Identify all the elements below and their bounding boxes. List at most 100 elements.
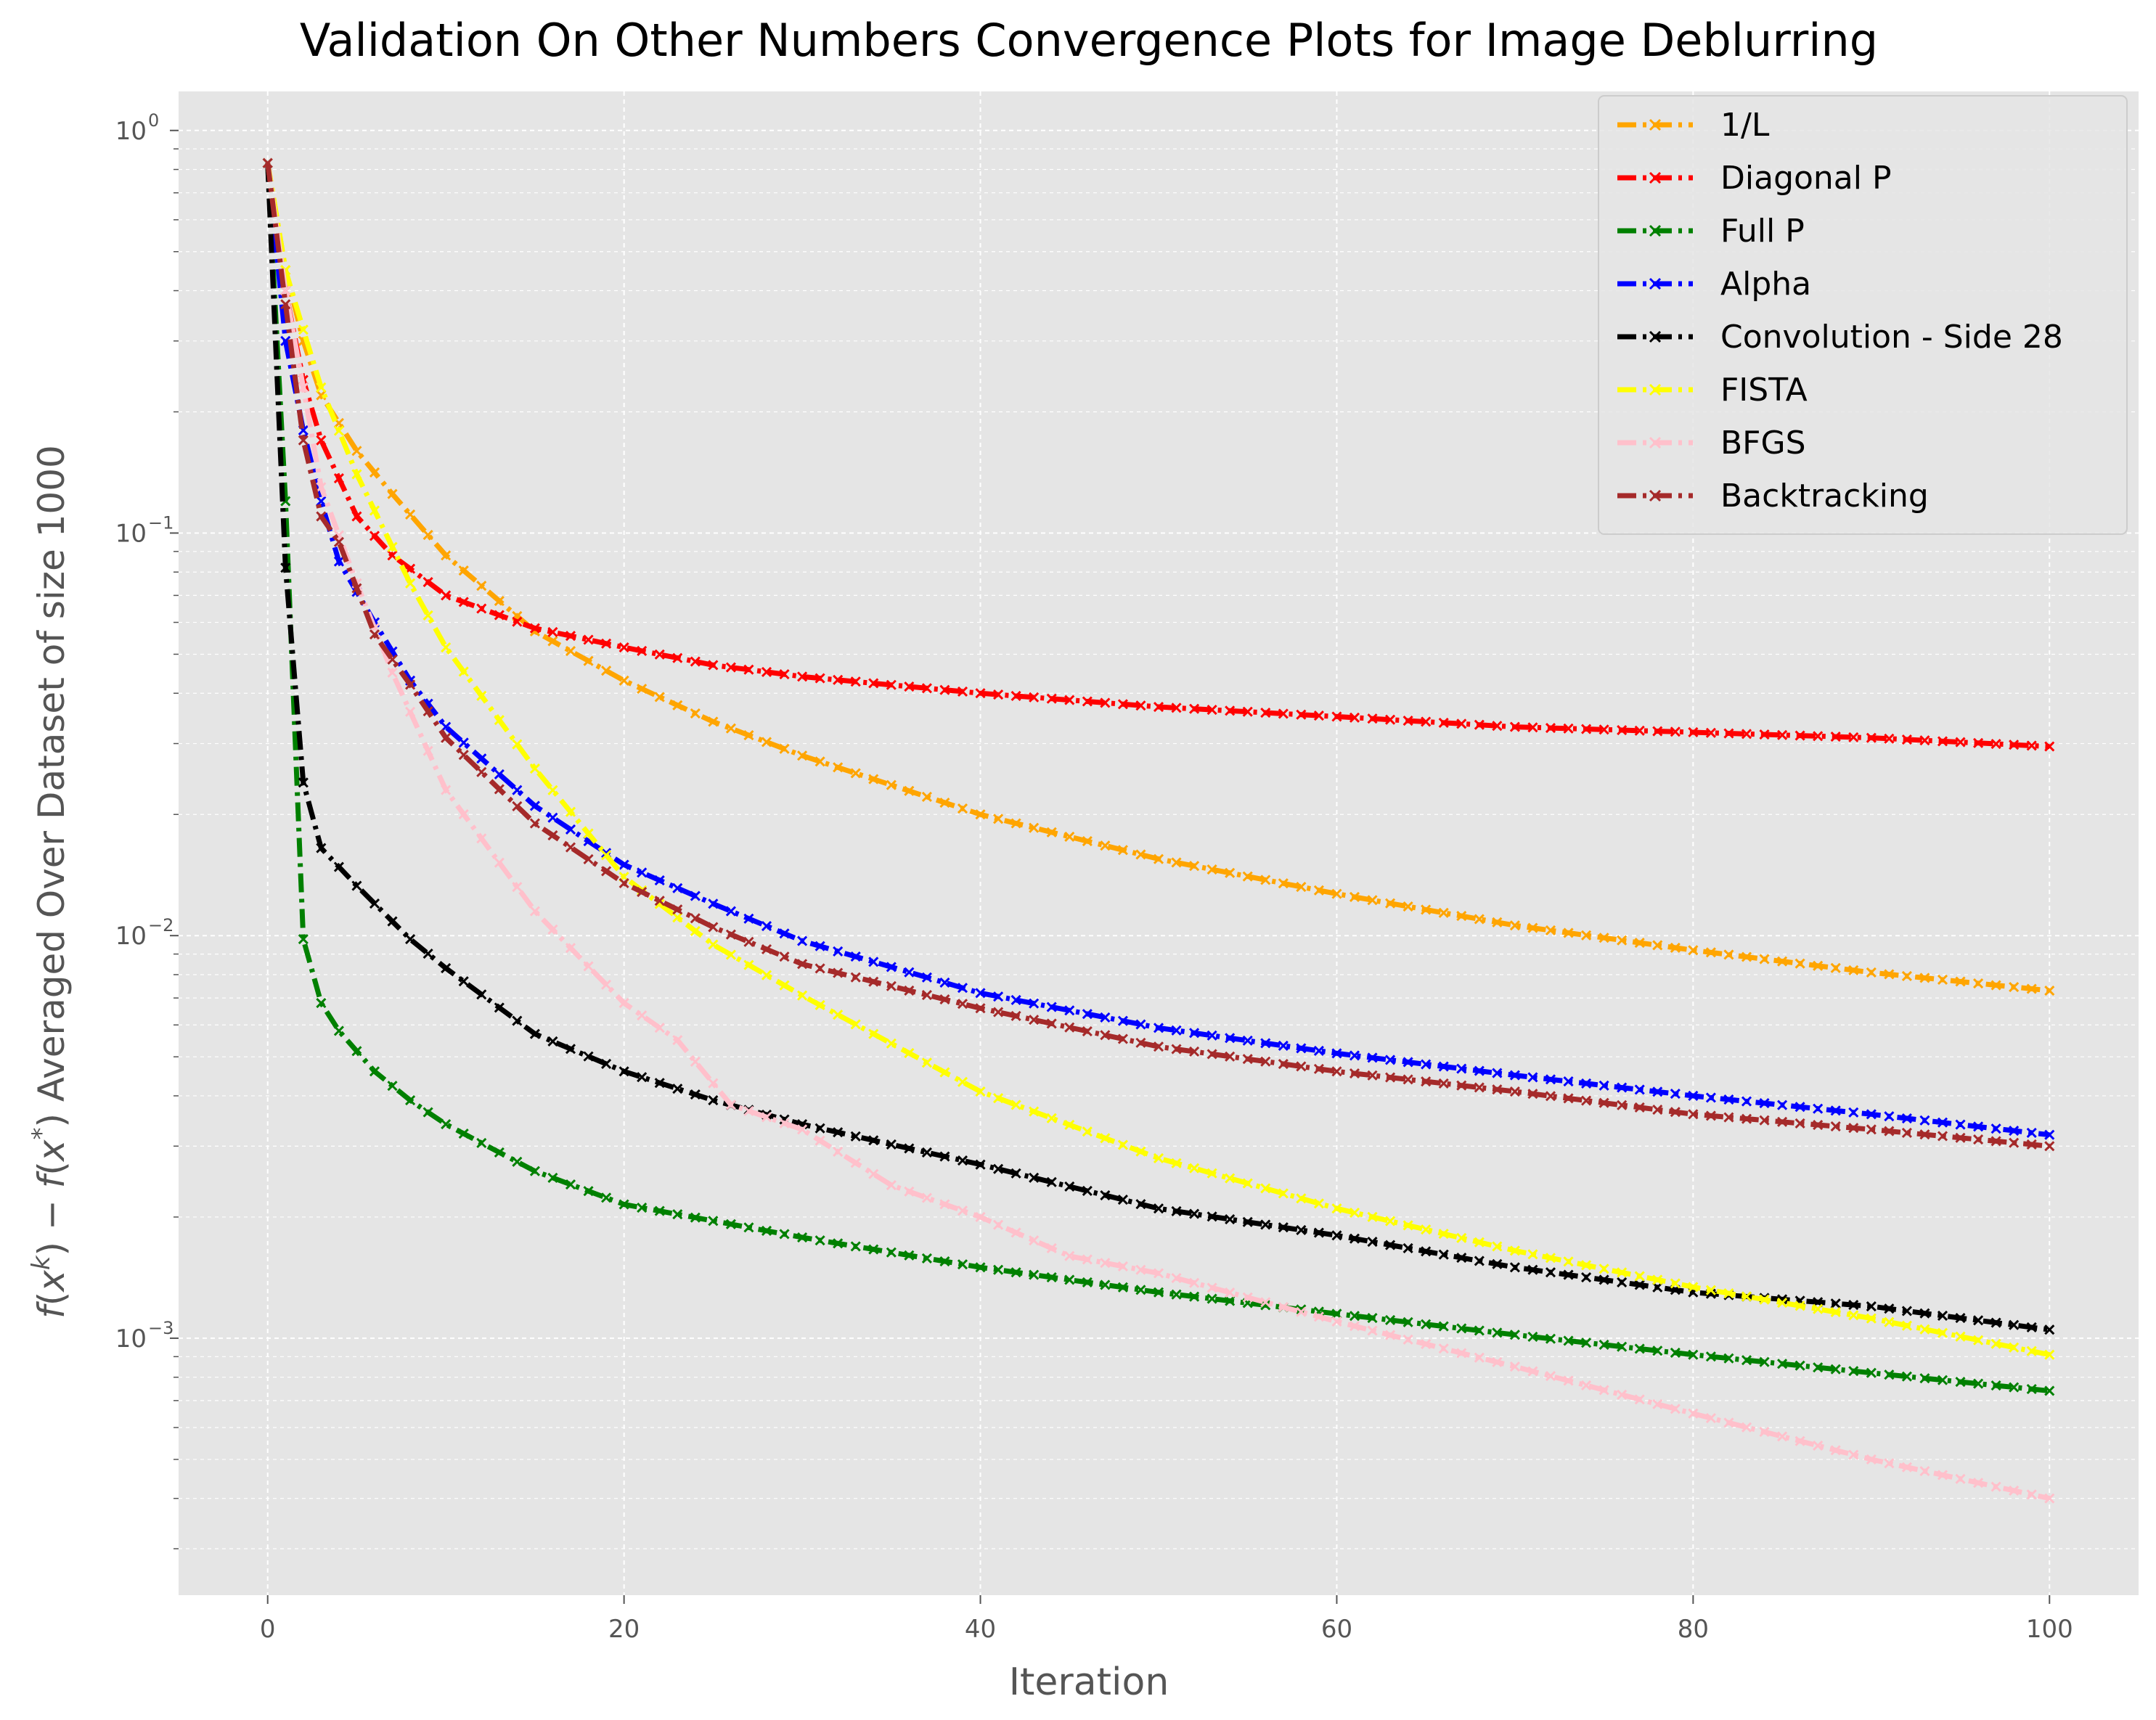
data-point-marker — [458, 737, 469, 748]
data-point-marker — [387, 1081, 398, 1092]
data-point-marker — [690, 890, 701, 901]
data-point-marker — [333, 861, 344, 872]
data-point-marker — [1402, 1057, 1413, 1068]
data-point-marker — [1563, 1093, 1574, 1104]
data-point-marker — [921, 1057, 932, 1068]
data-point-marker — [1492, 1084, 1503, 1095]
series-line — [265, 163, 2050, 1358]
data-point-marker — [298, 777, 309, 788]
data-point-marker — [1367, 1211, 1378, 1222]
data-point-marker — [850, 1158, 861, 1168]
data-point-marker — [458, 565, 469, 576]
data-point-marker — [975, 1262, 986, 1273]
data-point-marker — [441, 1119, 452, 1130]
data-point-marker — [1723, 949, 1734, 960]
data-point-marker — [833, 1127, 844, 1138]
data-point-marker — [708, 898, 719, 909]
data-point-marker — [1117, 1261, 1128, 1271]
data-point-marker — [565, 646, 576, 657]
data-point-marker — [1509, 1070, 1520, 1081]
data-point-marker — [1884, 1111, 1895, 1122]
x-tick-label: 100 — [2026, 1615, 2073, 1644]
data-point-marker — [1652, 940, 1663, 951]
data-point-marker — [1349, 712, 1360, 723]
data-point-marker — [1385, 1072, 1396, 1083]
data-point-marker — [1705, 1351, 1716, 1362]
data-point-marker — [1206, 1030, 1217, 1041]
data-point-marker — [1670, 1278, 1681, 1289]
data-point-marker — [1313, 1227, 1324, 1238]
data-point-marker — [672, 1084, 683, 1094]
data-point-marker — [814, 941, 825, 951]
data-point-marker — [1313, 1063, 1324, 1074]
data-point-marker — [1884, 733, 1895, 744]
data-point-marker — [1117, 1282, 1128, 1293]
data-point-marker — [1438, 717, 1449, 728]
data-point-marker — [904, 1048, 915, 1059]
data-point-marker — [298, 435, 309, 446]
data-point-marker — [779, 928, 790, 939]
data-point-marker — [725, 949, 736, 960]
data-point-marker — [833, 674, 844, 685]
data-point-marker — [690, 925, 701, 936]
data-point-marker — [1438, 907, 1449, 918]
data-point-marker — [814, 1135, 825, 1146]
data-point-marker — [672, 1035, 683, 1046]
data-point-marker — [1581, 724, 1592, 734]
data-point-marker — [476, 989, 487, 1000]
data-point-marker — [1723, 1288, 1734, 1299]
data-point-marker — [939, 1199, 950, 1210]
data-point-marker — [1135, 1019, 1146, 1030]
data-point-marker — [2044, 1141, 2055, 1152]
data-point-marker — [2026, 983, 2037, 994]
data-point-marker — [494, 857, 505, 868]
data-point-marker — [1474, 1256, 1485, 1266]
data-point-marker — [618, 642, 629, 653]
data-point-marker — [1349, 1233, 1360, 1244]
data-point-marker — [369, 629, 380, 640]
data-point-marker — [1225, 1213, 1236, 1225]
data-point-marker — [441, 785, 452, 795]
data-point-marker — [1492, 917, 1503, 927]
data-point-marker — [583, 1186, 594, 1197]
data-point-marker — [1973, 1134, 1984, 1145]
data-point-marker — [2009, 1485, 2020, 1496]
data-point-marker — [1794, 1301, 1805, 1311]
data-point-marker — [1278, 1040, 1289, 1051]
data-point-marker — [1438, 1228, 1449, 1240]
data-point-marker — [280, 562, 291, 573]
data-point-marker — [1117, 1195, 1128, 1205]
data-point-marker — [1527, 922, 1538, 933]
data-point-marker — [975, 1159, 986, 1170]
data-point-marker — [1563, 927, 1574, 938]
data-point-marker — [1652, 726, 1663, 737]
data-point-marker — [458, 976, 469, 987]
data-point-marker — [422, 745, 433, 756]
data-point-marker — [476, 581, 487, 591]
data-point-marker — [761, 1225, 772, 1236]
data-point-marker — [921, 989, 932, 1001]
data-point-marker — [761, 943, 772, 955]
data-point-marker — [1688, 1090, 1699, 1102]
data-point-marker — [1901, 1127, 1912, 1138]
data-point-marker — [1082, 1277, 1093, 1288]
data-point-marker — [1937, 1310, 1948, 1321]
data-point-marker — [1884, 1369, 1895, 1380]
data-point-marker — [725, 929, 736, 940]
data-point-marker — [975, 809, 986, 820]
data-point-marker — [1794, 958, 1805, 969]
data-point-marker — [743, 1105, 754, 1116]
data-point-marker — [1331, 1066, 1342, 1077]
data-point-marker — [814, 673, 825, 684]
data-point-marker — [1509, 1245, 1520, 1256]
data-point-marker — [975, 1086, 986, 1097]
data-point-marker — [1082, 1009, 1093, 1020]
data-point-marker — [1331, 1309, 1342, 1319]
data-point-marker — [529, 763, 540, 774]
data-point-marker — [957, 1205, 968, 1216]
data-point-marker — [1919, 1324, 1930, 1335]
data-point-marker — [886, 1139, 897, 1150]
y-label-star: * — [27, 1128, 56, 1140]
data-point-marker — [993, 1264, 1004, 1275]
data-point-marker — [957, 1076, 968, 1087]
